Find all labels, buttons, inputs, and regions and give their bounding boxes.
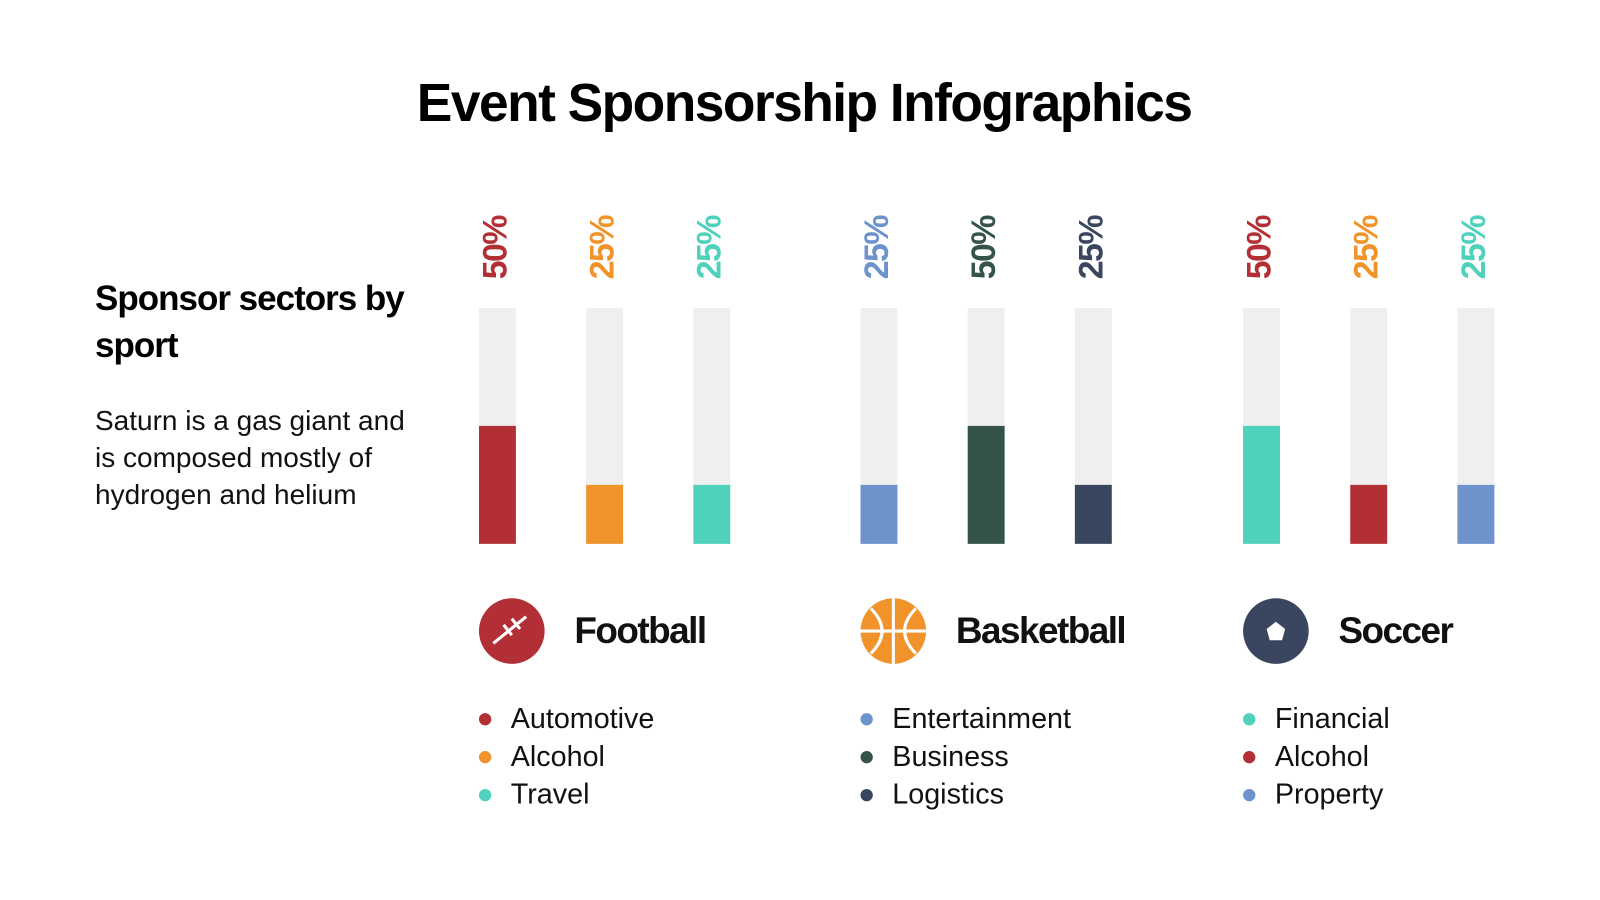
value-label: 25% <box>1455 215 1493 280</box>
legend-label: Automotive <box>511 703 655 735</box>
legend-dot <box>860 713 873 726</box>
legend-dot <box>1243 788 1256 802</box>
sport-icon-detail <box>492 615 528 645</box>
legend-dot <box>1243 713 1256 726</box>
bar <box>1243 425 1280 544</box>
legend-label: Property <box>1275 779 1384 811</box>
legend-label: Alcohol <box>1275 741 1369 773</box>
value-label: 50% <box>965 215 1003 280</box>
sport-icon-detail <box>1266 621 1286 641</box>
sport-icon <box>478 598 545 664</box>
legend-dot <box>860 788 873 802</box>
legend-label: Travel <box>511 779 590 811</box>
bar <box>586 484 624 544</box>
heading: Sponsor sectors by sport <box>95 279 405 365</box>
legend-dot <box>860 751 873 764</box>
value-label: 50% <box>1240 215 1278 280</box>
legend-label: Business <box>892 741 1008 773</box>
legend-dot <box>478 751 492 764</box>
legend-dot <box>478 713 492 726</box>
bar <box>860 484 898 544</box>
value-label: 25% <box>691 215 729 280</box>
bar <box>478 425 516 544</box>
bar <box>1350 484 1388 544</box>
sport-icon-detail <box>860 598 927 664</box>
legend-dot <box>478 788 492 802</box>
bar <box>1457 484 1495 544</box>
bar <box>693 484 731 544</box>
legend-label: Logistics <box>892 779 1004 811</box>
value-label: 50% <box>476 215 514 280</box>
bar <box>967 425 1005 544</box>
value-label: 25% <box>584 215 622 280</box>
chart-title: Soccer <box>1338 610 1453 651</box>
value-label: 25% <box>858 215 896 280</box>
chart-title: Basketball <box>956 610 1125 651</box>
description: Saturn is a gas giant and is composed mo… <box>95 405 405 510</box>
legend-dot <box>1243 751 1256 764</box>
page-title: Event Sponsorship Infographics <box>417 74 1192 133</box>
value-label: 25% <box>1072 215 1110 280</box>
legend-label: Entertainment <box>892 703 1071 735</box>
bar <box>1074 484 1112 544</box>
chart-title: Football <box>574 610 705 651</box>
legend-label: Alcohol <box>511 741 605 773</box>
legend-label: Financial <box>1275 703 1390 735</box>
value-label: 25% <box>1348 215 1386 280</box>
